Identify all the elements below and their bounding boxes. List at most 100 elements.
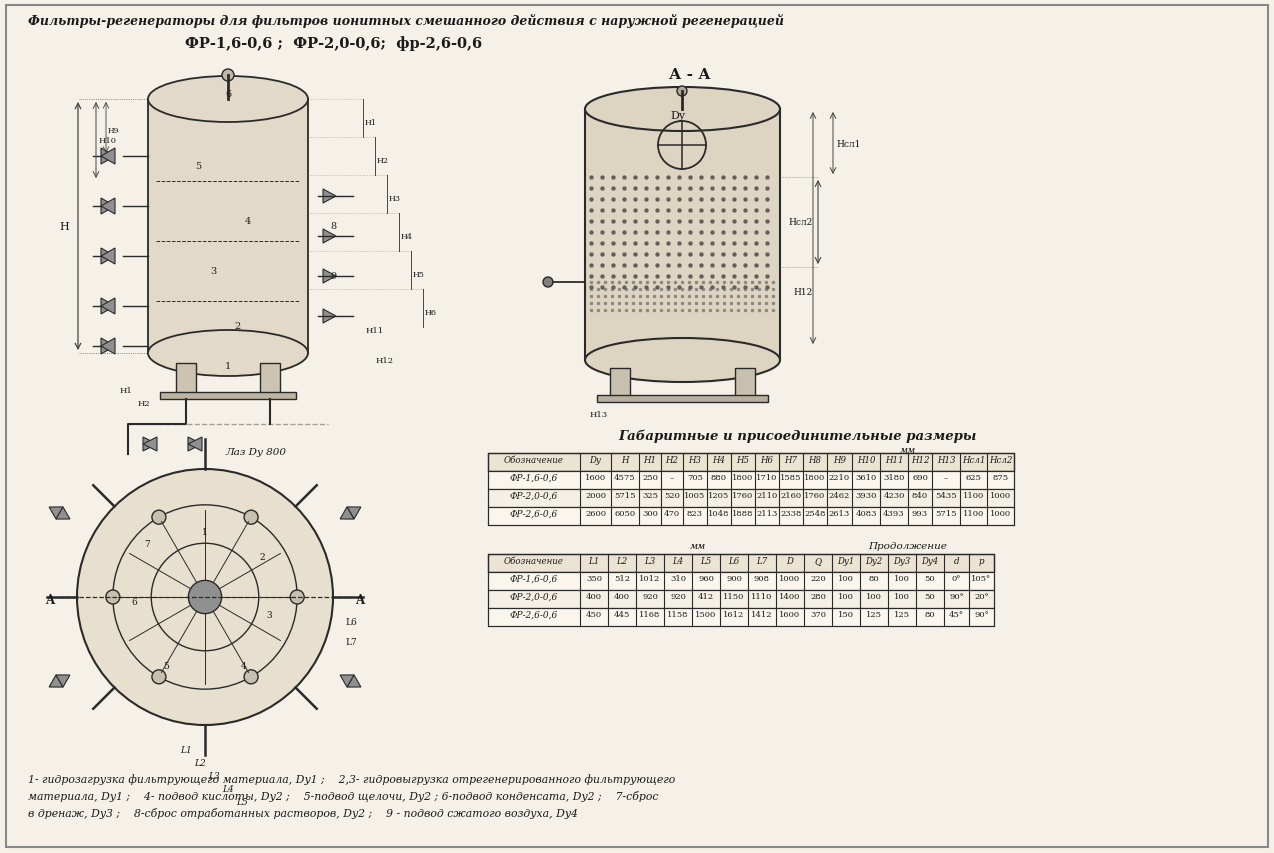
Text: A: A: [355, 594, 364, 606]
Bar: [735, 368, 755, 397]
Text: H3: H3: [688, 456, 702, 464]
Text: Dy3: Dy3: [893, 556, 911, 566]
Text: L5: L5: [701, 556, 712, 566]
Text: 100: 100: [838, 592, 854, 601]
Circle shape: [543, 278, 553, 287]
Text: 412: 412: [698, 592, 713, 601]
Text: 310: 310: [670, 574, 685, 583]
Text: Hсл1: Hсл1: [836, 140, 860, 148]
Text: –: –: [670, 473, 674, 481]
Text: 45°: 45°: [949, 610, 964, 618]
Text: Габаритные и присоединительные размеры: Габаритные и присоединительные размеры: [619, 430, 977, 443]
Text: 1612: 1612: [724, 610, 744, 618]
Text: 520: 520: [664, 491, 680, 499]
Text: L4: L4: [673, 556, 684, 566]
Text: H11: H11: [366, 327, 385, 334]
Bar: [488, 508, 1014, 525]
Text: мм: мм: [691, 542, 706, 550]
Text: –: –: [944, 473, 948, 481]
Text: 1110: 1110: [752, 592, 773, 601]
Text: Hсл1: Hсл1: [962, 456, 985, 464]
Text: H4: H4: [712, 456, 725, 464]
Text: 1000: 1000: [990, 509, 1012, 518]
Text: ФР-2,6-0,6: ФР-2,6-0,6: [510, 509, 558, 519]
Text: 1710: 1710: [757, 473, 777, 481]
Bar: [148, 100, 308, 354]
Text: 2113: 2113: [757, 509, 777, 518]
Text: Dy: Dy: [670, 111, 685, 121]
Text: 470: 470: [664, 509, 680, 518]
Text: 4: 4: [241, 661, 246, 670]
Text: ФР-1,6-0,6 ;  ФР-2,0-0,6;  фр-2,6-0,6: ФР-1,6-0,6 ; ФР-2,0-0,6; фр-2,6-0,6: [185, 36, 482, 51]
Text: Продолжение: Продолжение: [869, 542, 948, 550]
Bar: [488, 490, 1014, 508]
Polygon shape: [101, 339, 115, 355]
Text: 1888: 1888: [733, 509, 754, 518]
Ellipse shape: [585, 339, 780, 382]
Text: 450: 450: [586, 610, 603, 618]
Text: материала, Dy1 ;    4- подвод кислоты, Dy2 ;    5-подвод щелочи, Dy2 ; 6-подвод : материала, Dy1 ; 4- подвод кислоты, Dy2 …: [28, 790, 659, 801]
Text: 3: 3: [210, 267, 217, 276]
Text: L1: L1: [180, 746, 192, 754]
Text: 150: 150: [838, 610, 854, 618]
Text: 4393: 4393: [883, 509, 905, 518]
Text: 1760: 1760: [733, 491, 754, 499]
Text: L4: L4: [222, 784, 233, 793]
Text: 90°: 90°: [949, 592, 964, 601]
Text: Обозначение: Обозначение: [505, 556, 564, 566]
Text: 445: 445: [614, 610, 631, 618]
Text: H: H: [59, 222, 69, 232]
Text: 5715: 5715: [614, 491, 636, 499]
Polygon shape: [101, 249, 115, 264]
Text: H1: H1: [120, 386, 132, 395]
Text: Dy2: Dy2: [865, 556, 883, 566]
Bar: [260, 363, 280, 393]
Text: Dy: Dy: [590, 456, 601, 464]
Text: 2: 2: [260, 553, 265, 561]
Text: 1585: 1585: [780, 473, 801, 481]
Text: 908: 908: [754, 574, 769, 583]
Circle shape: [189, 581, 222, 614]
Text: 3: 3: [266, 610, 271, 619]
Text: 6050: 6050: [614, 509, 636, 518]
Bar: [488, 554, 994, 572]
Text: A: A: [45, 594, 54, 606]
Text: 220: 220: [810, 574, 826, 583]
Text: L6: L6: [345, 618, 357, 626]
Text: H9: H9: [108, 127, 120, 135]
Text: 20°: 20°: [975, 592, 989, 601]
Text: H12: H12: [792, 287, 813, 297]
Polygon shape: [101, 148, 115, 165]
Text: 1- гидрозагрузка фильтрующего материала, Dy1 ;    2,3- гидровыгрузка отрегенерир: 1- гидрозагрузка фильтрующего материала,…: [28, 773, 675, 784]
Text: H6: H6: [426, 309, 437, 316]
Text: Лаз Dy 800: Лаз Dy 800: [225, 448, 285, 456]
Text: 100: 100: [894, 574, 910, 583]
Text: 0°: 0°: [952, 574, 961, 583]
Text: 4: 4: [245, 217, 251, 226]
Text: 1412: 1412: [752, 610, 773, 618]
Text: 7: 7: [144, 540, 150, 548]
Bar: [176, 363, 196, 393]
Text: 2: 2: [234, 322, 241, 331]
Polygon shape: [101, 199, 115, 215]
Text: 2160: 2160: [781, 491, 801, 499]
Text: 80: 80: [925, 610, 935, 618]
Polygon shape: [324, 189, 336, 204]
Text: 125: 125: [866, 610, 882, 618]
Text: H2: H2: [377, 157, 389, 165]
Text: 1205: 1205: [708, 491, 730, 499]
Text: 250: 250: [642, 473, 657, 481]
Text: H10: H10: [856, 456, 875, 464]
Text: 1760: 1760: [804, 491, 826, 499]
Text: 5435: 5435: [935, 491, 957, 499]
Polygon shape: [101, 299, 115, 315]
Text: 280: 280: [810, 592, 826, 601]
Text: ФР-1,6-0,6: ФР-1,6-0,6: [510, 574, 558, 583]
Text: H9: H9: [833, 456, 846, 464]
Text: 1: 1: [225, 362, 231, 370]
Text: 920: 920: [670, 592, 685, 601]
Circle shape: [76, 469, 333, 725]
Text: 2600: 2600: [585, 509, 606, 518]
Text: 50: 50: [925, 592, 935, 601]
Polygon shape: [324, 229, 336, 244]
